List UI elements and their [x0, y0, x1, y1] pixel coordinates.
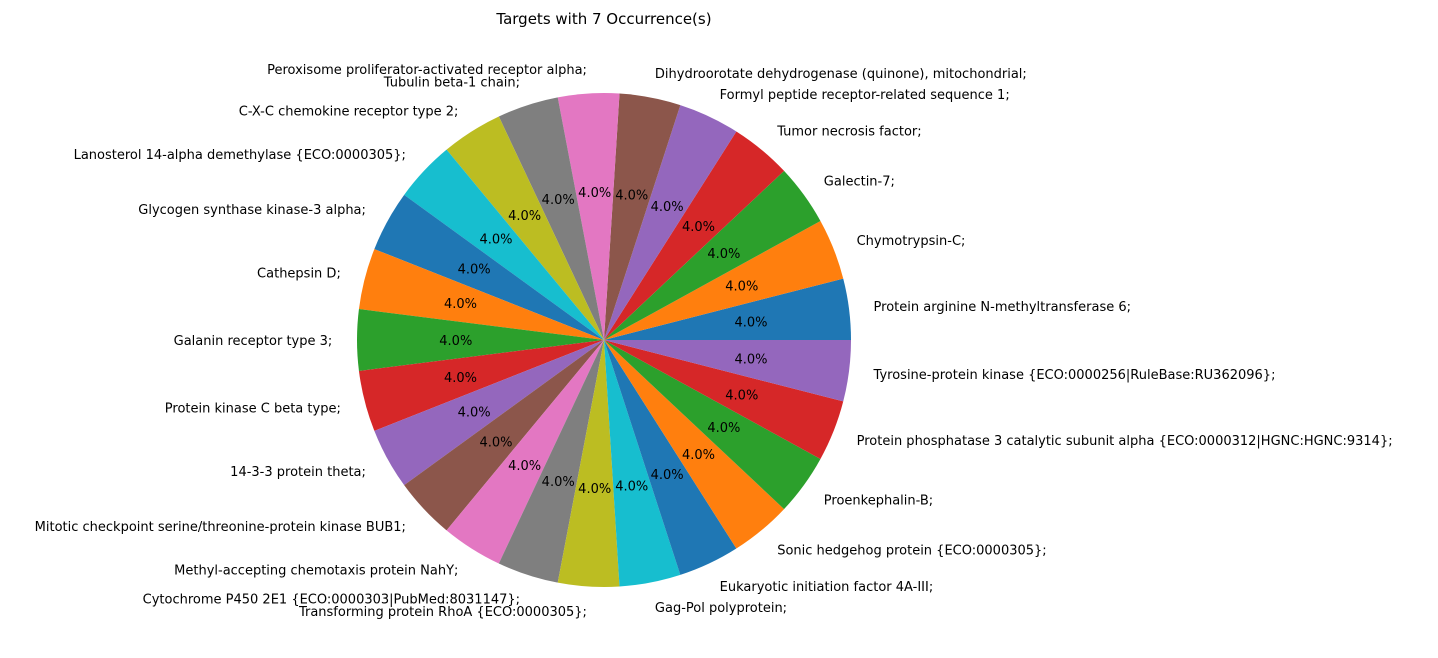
pie-slice [604, 278, 851, 340]
slice-category-label: Cytochrome P450 2E1 {ECO:0000303|PubMed:… [143, 592, 520, 607]
slice-category-label: Dihydroorotate dehydrogenase (quinone), … [655, 67, 1027, 82]
chart-title: Targets with 7 Occurrence(s) [495, 10, 711, 28]
slice-percent-label: 4.0% [458, 263, 491, 278]
slice-percent-label: 4.0% [439, 334, 472, 349]
pie-slice [604, 340, 851, 402]
slice-percent-label: 4.0% [682, 448, 715, 463]
slice-percent-label: 4.0% [735, 353, 768, 368]
pie-slice [446, 340, 604, 564]
slice-category-label: Tumor necrosis factor; [776, 125, 921, 140]
pie-slice [604, 131, 785, 340]
slice-category-label: Protein arginine N-methyltransferase 6; [874, 300, 1131, 315]
slice-percent-label: 4.0% [542, 193, 575, 208]
slice-percent-label: 4.0% [651, 468, 684, 483]
slice-percent-label: 4.0% [707, 421, 740, 436]
pie-slice [604, 170, 821, 340]
slice-category-label: Galectin-7; [824, 174, 895, 189]
slice-percent-label: 4.0% [444, 371, 477, 386]
pie-slice [604, 340, 785, 549]
pie-slice [604, 340, 821, 510]
slice-percent-label: 4.0% [615, 480, 648, 495]
pie-slice [557, 340, 620, 587]
percent-labels: 4.0%4.0%4.0%4.0%4.0%4.0%4.0%4.0%4.0%4.0%… [439, 186, 767, 497]
pie-slice [604, 105, 737, 340]
slice-percent-label: 4.0% [725, 389, 758, 404]
pie-slice [498, 340, 604, 583]
pie-slice [358, 249, 604, 340]
pie-slice [404, 149, 604, 340]
pie-slice [374, 194, 604, 340]
slice-percent-label: 4.0% [508, 209, 541, 224]
slice-category-label: Protein phosphatase 3 catalytic subunit … [857, 434, 1393, 449]
slice-percent-label: 4.0% [651, 200, 684, 215]
slice-percent-label: 4.0% [508, 459, 541, 474]
pie-slices [357, 93, 851, 587]
category-labels: Protein arginine N-methyltransferase 6; C… [35, 63, 1393, 620]
slice-percent-label: 4.0% [479, 435, 512, 450]
pie-slice [557, 93, 620, 340]
slice-category-label: Peroxisome proliferator-activated recept… [267, 63, 587, 78]
slice-category-label: Gag-Pol polyprotein; [655, 601, 787, 616]
slice-percent-label: 4.0% [458, 405, 491, 420]
pie-slice [604, 93, 681, 341]
slice-category-label: Galanin receptor type 3; [174, 334, 333, 349]
slice-category-label: C-X-C chemokine receptor type 2; [239, 105, 459, 120]
slice-category-label: Chymotrypsin-C; [857, 234, 966, 249]
slice-category-label: Formyl peptide receptor-related sequence… [720, 88, 1010, 103]
slice-category-label: Lanosterol 14-alpha demethylase {ECO:000… [74, 148, 406, 163]
slice-category-label: Proenkephalin-B; [824, 494, 933, 509]
pie-slice [604, 340, 737, 575]
slice-category-label: Eukaryotic initiation factor 4A-III; [720, 580, 934, 595]
slice-category-label: Cathepsin D; [257, 266, 341, 281]
slice-category-label: Protein kinase C beta type; [165, 402, 341, 417]
pie-slice [604, 221, 844, 340]
slice-category-label: Transforming protein RhoA {ECO:0000305}; [298, 605, 587, 620]
slice-category-label: Glycogen synthase kinase-3 alpha; [138, 203, 366, 218]
pie-slice [604, 340, 681, 587]
slice-percent-label: 4.0% [725, 279, 758, 294]
pie-slice [357, 309, 604, 371]
slice-percent-label: 4.0% [735, 315, 768, 330]
slice-category-label: 14-3-3 protein theta; [230, 465, 366, 480]
slice-category-label: Tyrosine-protein kinase {ECO:0000256|Rul… [873, 368, 1276, 383]
slice-percent-label: 4.0% [578, 482, 611, 497]
slice-percent-label: 4.0% [444, 297, 477, 312]
slice-percent-label: 4.0% [578, 186, 611, 201]
slice-percent-label: 4.0% [682, 220, 715, 235]
slice-percent-label: 4.0% [707, 247, 740, 262]
pie-slice [498, 97, 604, 340]
slice-category-label: Tubulin beta-1 chain; [383, 76, 520, 91]
slice-category-label: Methyl-accepting chemotaxis protein NahY… [174, 563, 458, 578]
slice-percent-label: 4.0% [479, 233, 512, 248]
slice-percent-label: 4.0% [542, 475, 575, 490]
pie-slice [404, 340, 604, 531]
slice-category-label: Sonic hedgehog protein {ECO:0000305}; [777, 543, 1046, 558]
pie-slice [374, 340, 604, 486]
pie-slice [604, 340, 844, 459]
pie-slice [358, 340, 604, 431]
slice-category-label: Mitotic checkpoint serine/threonine-prot… [35, 520, 406, 535]
pie-slice [446, 116, 604, 340]
slice-percent-label: 4.0% [615, 188, 648, 203]
